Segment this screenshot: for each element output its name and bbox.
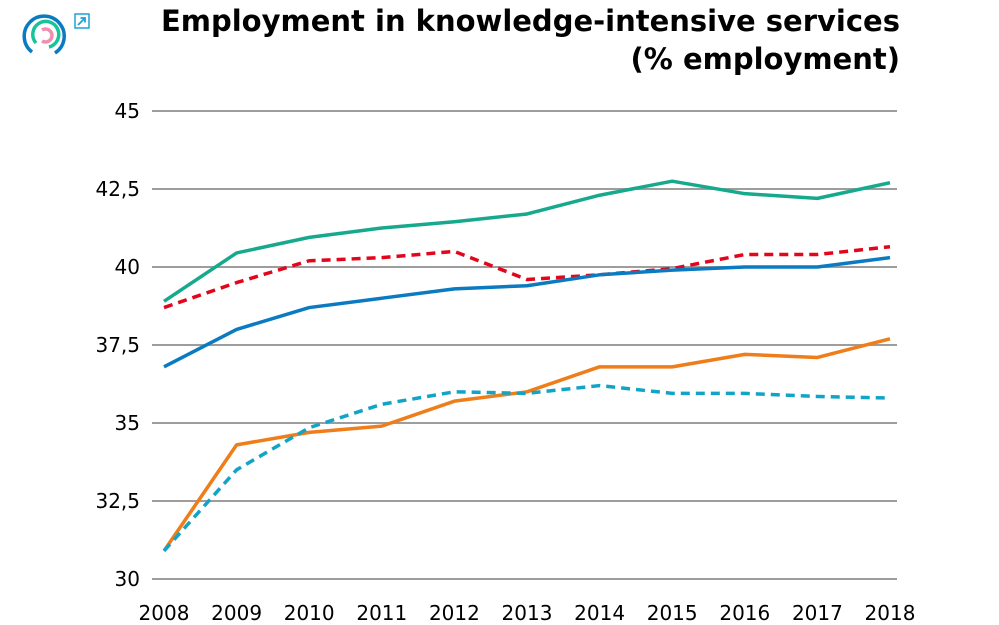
y-tick-label: 42,5 [95,177,140,201]
y-tick-label: 45 [115,99,140,123]
x-tick-label: 2015 [647,601,698,625]
y-tick-label: 37,5 [95,333,140,357]
series-line-2 [163,255,891,369]
y-tick-label: 30 [115,567,140,591]
series-line-1 [163,244,891,310]
y-tick-label: 35 [115,411,140,435]
x-tick-label: 2011 [356,601,407,625]
chart-subtitle: (% employment) [630,42,900,76]
y-tick-label: 32,5 [95,489,140,513]
series-line-0 [163,179,891,303]
x-tick-label: 2018 [865,601,916,625]
x-tick-label: 2009 [211,601,262,625]
x-tick-label: 2008 [139,601,190,625]
x-tick-label: 2010 [284,601,335,625]
series-line-4 [162,383,891,553]
x-tick-label: 2016 [719,601,770,625]
x-tick-label: 2012 [429,601,480,625]
x-tick-label: 2014 [574,601,625,625]
external-link-icon[interactable] [74,13,90,29]
x-tick-label: 2013 [502,601,553,625]
x-tick-label: 2017 [792,601,843,625]
chart-title: Employment in knowledge-intensive servic… [161,2,900,78]
series-line-3 [162,337,891,552]
chart-title-line: Employment in knowledge-intensive servic… [160,4,900,38]
ring-logo-icon [22,14,66,55]
y-tick-label: 40 [115,255,140,279]
